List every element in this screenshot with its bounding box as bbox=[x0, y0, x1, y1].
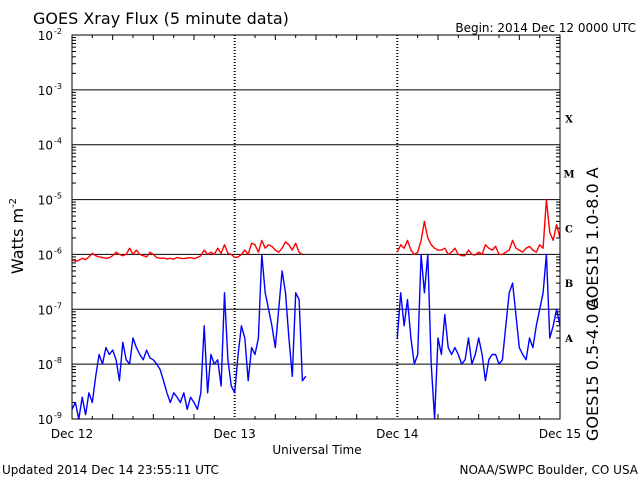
series-1-line bbox=[396, 198, 561, 257]
legend-series-2-label: GOES15 0.5-4.0 A bbox=[583, 298, 602, 441]
footer-credit: NOAA/SWPC Boulder, CO USA bbox=[460, 463, 639, 477]
series-2-line bbox=[71, 253, 307, 420]
series-2-line bbox=[396, 253, 561, 420]
x-tick-label: Dec 15 bbox=[539, 427, 581, 441]
y-axis-label: Watts m-2 bbox=[8, 198, 27, 274]
y-tick-base: 10 bbox=[38, 139, 53, 153]
flare-class-label: C bbox=[565, 224, 573, 235]
y-tick-label: 10 bbox=[38, 84, 53, 98]
y-tick-label: 10 bbox=[38, 303, 53, 317]
begin-label: Begin: 2014 Dec 12 0000 UTC bbox=[455, 21, 636, 35]
legend-series-1-label: GOES15 1.0-8.0 A bbox=[583, 167, 602, 310]
y-tick-base: 10 bbox=[38, 248, 53, 262]
y-tick-exponent: -8 bbox=[54, 356, 62, 365]
y-tick-exponent: -6 bbox=[54, 246, 62, 255]
y-axis-label-group: Watts m-2 bbox=[8, 198, 27, 274]
legend-series-2: GOES15 0.5-4.0 A bbox=[583, 298, 602, 441]
day-boundary-markers bbox=[233, 35, 399, 419]
y-tick-base: 10 bbox=[38, 29, 53, 43]
grid-layer bbox=[72, 35, 560, 419]
y-tick-exponent: -5 bbox=[54, 192, 62, 201]
y-tick-base: 10 bbox=[38, 413, 53, 427]
flare-class-label: X bbox=[565, 115, 573, 126]
flare-class-labels: X M C B A bbox=[563, 115, 574, 345]
y-tick-label: 10 bbox=[38, 413, 53, 427]
y-tick-exponent: -2 bbox=[54, 27, 62, 36]
y-tick-label: 10 bbox=[38, 248, 53, 262]
y-tick-exponent: -9 bbox=[54, 411, 62, 420]
y-tick-base: 10 bbox=[38, 84, 53, 98]
x-tick-labels: Dec 12 Dec 13 Dec 14 Dec 15 bbox=[51, 427, 581, 441]
y-tick-base: 10 bbox=[38, 194, 53, 208]
x-axis-label: Universal Time bbox=[272, 443, 361, 457]
y-tick-labels: 10-910-810-710-610-510-410-310-2 bbox=[38, 27, 62, 427]
flare-class-label: M bbox=[563, 169, 574, 180]
y-tick-label: 10 bbox=[38, 29, 53, 43]
plot-frame bbox=[71, 34, 561, 420]
y-tick-exponent: -4 bbox=[54, 137, 62, 146]
chart-title: GOES Xray Flux (5 minute data) bbox=[33, 9, 289, 28]
y-tick-label: 10 bbox=[38, 358, 53, 372]
x-tick-label: Dec 14 bbox=[376, 427, 418, 441]
y-tick-exponent: -7 bbox=[54, 301, 62, 310]
legend-series-1: GOES15 1.0-8.0 A bbox=[583, 167, 602, 310]
x-tick-label: Dec 13 bbox=[214, 427, 256, 441]
y-axis-label-exponent: -2 bbox=[8, 198, 19, 208]
flare-class-label: B bbox=[565, 279, 573, 290]
x-tick-label: Dec 12 bbox=[51, 427, 93, 441]
y-tick-base: 10 bbox=[38, 358, 53, 372]
series-1-line bbox=[71, 239, 303, 262]
flare-class-label: A bbox=[564, 334, 573, 345]
y-tick-label: 10 bbox=[38, 139, 53, 153]
y-axis-label-base: Watts m bbox=[8, 208, 27, 274]
y-tick-exponent: -3 bbox=[54, 82, 62, 91]
y-tick-label: 10 bbox=[38, 194, 53, 208]
y-tick-base: 10 bbox=[38, 303, 53, 317]
footer-updated: Updated 2014 Dec 14 23:55:11 UTC bbox=[2, 463, 219, 477]
series-layer bbox=[71, 198, 561, 420]
